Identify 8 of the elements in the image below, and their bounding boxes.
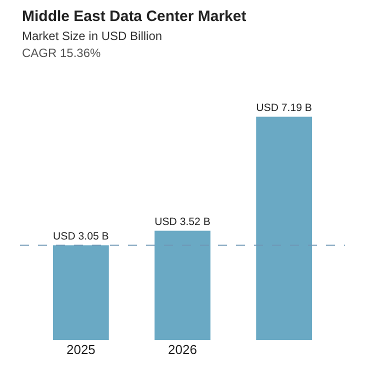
data-label: USD 7.19 B bbox=[256, 102, 312, 114]
x-tick-label: 2026 bbox=[168, 342, 197, 357]
chart-subtitle: Market Size in USD Billion bbox=[22, 29, 162, 43]
data-label: USD 3.05 B bbox=[53, 230, 109, 242]
x-tick-label: 2025 bbox=[66, 342, 96, 357]
data-label: USD 3.52 B bbox=[154, 216, 210, 228]
text: CAGR 15.36% bbox=[22, 46, 102, 60]
chart-title: Middle East Data Center Market bbox=[22, 8, 246, 25]
